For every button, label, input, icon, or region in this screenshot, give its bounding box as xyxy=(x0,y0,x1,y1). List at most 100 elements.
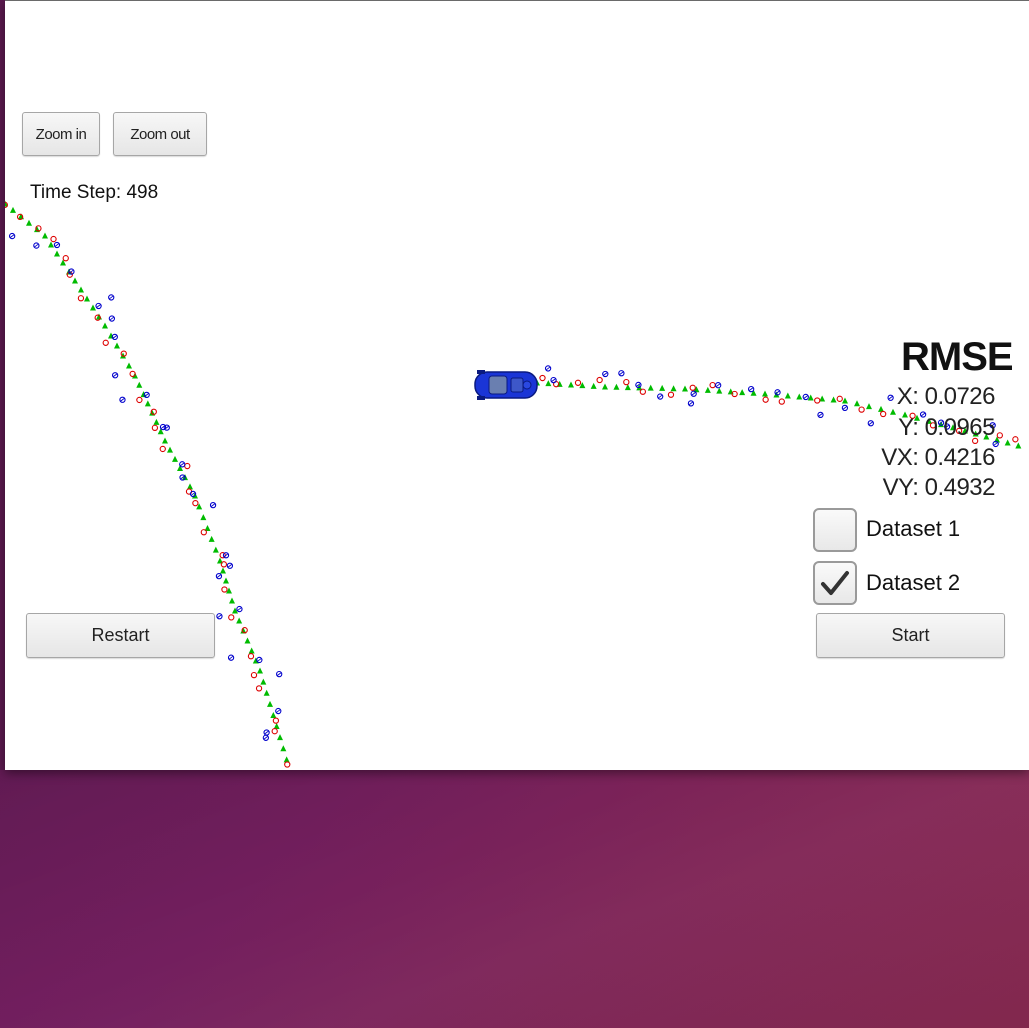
radar-velocity-tick xyxy=(276,672,282,676)
lidar-marker xyxy=(220,561,228,568)
tracking-plot xyxy=(5,200,1022,768)
ground-truth-marker xyxy=(60,259,66,266)
radar-velocity-tick xyxy=(888,395,893,400)
ground-truth-marker xyxy=(72,277,78,284)
dataset-2-checkbox[interactable] xyxy=(813,561,857,605)
zoom-in-button[interactable]: Zoom in xyxy=(22,112,100,156)
start-button[interactable]: Start xyxy=(816,613,1005,658)
ground-truth-marker xyxy=(226,587,232,594)
radar-marker xyxy=(841,404,849,412)
radar-velocity-tick xyxy=(120,397,125,402)
ground-truth-marker xyxy=(248,647,255,654)
ground-truth-marker xyxy=(232,607,238,614)
radar-velocity-tick xyxy=(619,371,624,376)
radar-velocity-tick xyxy=(180,475,185,480)
ground-truth-marker xyxy=(750,389,757,396)
checkmark-icon xyxy=(821,571,849,595)
ground-truth-marker xyxy=(1015,442,1022,449)
ground-truth-marker xyxy=(267,700,273,707)
ground-truth-marker xyxy=(157,428,164,435)
lidar-marker xyxy=(129,370,136,378)
radar-marker xyxy=(943,423,951,430)
ground-truth-marker xyxy=(48,241,54,248)
ground-truth-marker xyxy=(217,557,223,564)
radar-velocity-tick xyxy=(108,295,114,300)
ground-truth-marker xyxy=(914,414,920,421)
lidar-marker xyxy=(241,627,248,634)
ground-truth-marker xyxy=(682,385,688,392)
radar-marker xyxy=(263,729,270,736)
radar-marker xyxy=(657,393,664,400)
radar-marker xyxy=(919,411,927,418)
lidar-marker xyxy=(880,410,887,418)
ground-truth-marker xyxy=(114,342,120,349)
radar-velocity-tick xyxy=(688,401,694,406)
radar-marker xyxy=(867,420,874,427)
lidar-marker xyxy=(909,412,916,419)
radar-velocity-tick xyxy=(944,424,950,429)
ground-truth-marker xyxy=(545,380,552,387)
radar-velocity-tick xyxy=(210,503,216,508)
radar-marker xyxy=(215,573,223,580)
ground-truth-marker xyxy=(902,411,908,418)
ground-truth-marker xyxy=(204,525,211,531)
radar-velocity-tick xyxy=(263,735,269,740)
restart-button[interactable]: Restart xyxy=(26,613,215,658)
ground-truth-marker xyxy=(590,382,597,389)
ground-truth-marker xyxy=(739,389,746,396)
ground-truth-marker xyxy=(647,384,654,391)
lidar-marker xyxy=(272,717,280,724)
radar-velocity-tick xyxy=(69,269,74,274)
lidar-marker xyxy=(136,396,143,404)
lidar-marker xyxy=(731,390,738,398)
lidar-marker xyxy=(102,339,109,346)
radar-marker xyxy=(163,424,170,431)
lidar-marker xyxy=(574,379,582,386)
desktop-left-edge xyxy=(0,0,5,770)
ground-truth-marker xyxy=(78,286,84,293)
lidar-marker xyxy=(5,201,8,208)
radar-marker xyxy=(216,613,223,620)
ground-truth-marker xyxy=(42,232,48,239)
lidar-measurements xyxy=(5,201,1019,768)
ground-truth-marker xyxy=(223,577,229,584)
ground-truth-marker xyxy=(819,395,826,402)
dataset-1-checkbox[interactable] xyxy=(813,508,857,552)
ground-truth-marker xyxy=(784,392,791,399)
ground-truth-marker xyxy=(212,546,219,553)
ground-truth-marker xyxy=(162,437,168,444)
radar-marker xyxy=(802,393,809,401)
ground-truth-marker xyxy=(257,667,263,674)
radar-marker xyxy=(275,707,282,715)
lidar-marker xyxy=(151,424,159,431)
radar-marker xyxy=(687,400,695,407)
radar-velocity-tick xyxy=(179,462,185,467)
radar-measurements xyxy=(8,232,999,741)
ground-truth-marker xyxy=(90,304,96,311)
lidar-marker xyxy=(77,295,85,302)
ground-truth-marker xyxy=(926,417,932,424)
ground-truth-marker xyxy=(796,393,803,400)
ground-truth-marker xyxy=(866,403,872,410)
radar-velocity-tick xyxy=(715,383,721,388)
lidar-marker xyxy=(184,462,191,470)
radar-velocity-tick xyxy=(109,316,115,321)
radar-marker xyxy=(159,423,167,431)
ground-truth-markers xyxy=(5,200,1022,763)
zoom-out-button[interactable]: Zoom out xyxy=(113,112,207,156)
ground-truth-marker xyxy=(830,396,837,403)
radar-marker xyxy=(108,315,116,322)
lidar-marker xyxy=(539,374,546,382)
radar-velocity-tick xyxy=(748,387,754,391)
ground-truth-marker xyxy=(120,352,126,359)
radar-velocity-tick xyxy=(775,390,780,395)
ground-truth-marker xyxy=(568,381,574,388)
radar-velocity-tick xyxy=(938,420,944,425)
lidar-marker xyxy=(596,376,603,384)
radar-marker xyxy=(774,389,781,396)
ground-truth-marker xyxy=(693,386,700,393)
radar-velocity-tick xyxy=(842,406,848,410)
radar-velocity-tick xyxy=(636,383,641,387)
simulator-window: Zoom in Zoom out Time Step: 498 RMSE X: … xyxy=(5,0,1029,770)
radar-velocity-tick xyxy=(264,730,269,735)
